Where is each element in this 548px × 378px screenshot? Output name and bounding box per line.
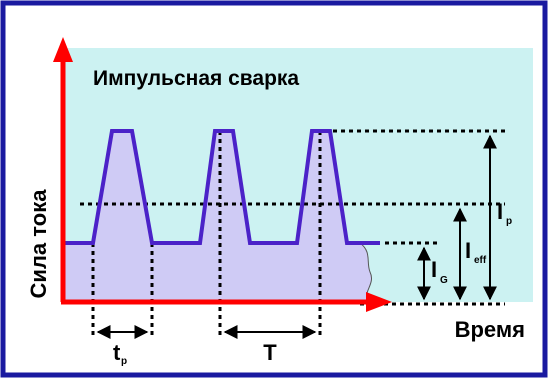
ig-label: I (431, 257, 437, 282)
x-axis-label: Время (455, 317, 525, 342)
dimension-arrows (96, 134, 497, 339)
ip-subscript: p (506, 216, 512, 227)
period-label: T (263, 340, 277, 365)
ip-label: I (497, 199, 503, 224)
y-axis-arrow-icon (53, 37, 73, 62)
x-axis-arrow-icon (366, 292, 392, 312)
pulse-waveform (63, 129, 380, 245)
waveform-fill (63, 131, 372, 302)
ieff-subscript: eff (474, 255, 487, 266)
ieff-label: I (465, 238, 471, 263)
tp-subscript: p (121, 356, 127, 367)
tp-label: t (113, 340, 121, 365)
diagram-title: Импульсная сварка (93, 67, 299, 90)
y-axis-label: Сила тока (26, 189, 51, 299)
ig-subscript: G (440, 275, 448, 286)
